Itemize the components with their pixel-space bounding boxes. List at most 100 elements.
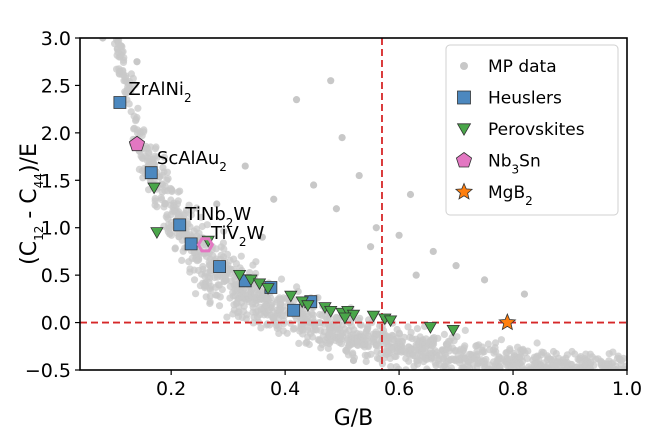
legend: MP data Heuslers Perovskites Nb3Sn MgB2	[445, 44, 619, 216]
mp-data-point	[325, 329, 333, 338]
mp-data-point	[472, 342, 480, 350]
mp-data-point	[264, 311, 272, 319]
compound-annotation: TiV2W	[210, 223, 264, 249]
mp-data-point	[478, 343, 486, 351]
mp-data-point	[164, 228, 172, 236]
legend-marker	[457, 90, 471, 105]
mp-data-point	[223, 250, 232, 258]
mp-data-point	[182, 206, 191, 214]
perovskites-point	[338, 312, 352, 325]
mp-data-point	[269, 313, 277, 321]
mp-data-point	[215, 302, 224, 310]
mp-data-point	[464, 361, 472, 369]
mp-data-point	[353, 338, 361, 346]
mp-data-point	[514, 368, 522, 370]
mp-data-point	[270, 195, 278, 203]
mp-data-point	[232, 280, 240, 288]
mp-data-point	[216, 293, 224, 301]
mp-data-point	[505, 355, 513, 363]
mp-data-point	[412, 341, 420, 349]
mp-data-point	[576, 370, 583, 377]
mp-data-point	[192, 290, 200, 298]
mp-data-point	[178, 256, 186, 264]
mp-data-point	[473, 350, 481, 358]
mp-data-point	[269, 308, 277, 316]
mp-data-point	[157, 194, 165, 202]
compound-annotation: ZrAlNi2	[128, 79, 191, 105]
mp-data-point	[167, 184, 175, 193]
mp-data-point	[422, 355, 430, 363]
mp-data-point	[126, 77, 134, 86]
mp-data-point	[186, 231, 194, 239]
mp-data-point	[530, 353, 539, 361]
mp-data-point	[326, 353, 334, 361]
mp-data-point	[427, 346, 435, 354]
mp-data-point	[99, 38, 107, 42]
mp-data-point	[309, 311, 317, 319]
axis-ticks: 0.2 0.4 0.6 0.8 1.0 −0.5 0.0 0.5 1.0 1.5 2.0 2.5 3.0	[25, 28, 642, 400]
mp-data-point	[127, 70, 135, 78]
mp-data-point	[497, 336, 505, 344]
mp-data-point	[549, 347, 558, 356]
mp-data-point	[458, 364, 466, 370]
mp-data-point	[212, 283, 220, 291]
x-tick-label: 0.4	[270, 378, 300, 400]
mp-data-point	[451, 357, 460, 365]
y-tick-label: 2.0	[41, 123, 71, 145]
mp-data-point	[246, 269, 254, 277]
mp-data-point	[380, 340, 388, 348]
mp-data-point	[240, 302, 248, 310]
mp-data-point	[372, 224, 380, 232]
mp-data-point	[276, 300, 284, 308]
heuslers-point	[144, 166, 158, 180]
nb3sn-point	[128, 135, 146, 152]
mp-data-point	[523, 354, 531, 363]
mp-data-point	[410, 362, 418, 370]
mp-data-point	[201, 272, 209, 280]
mp-data-point	[426, 337, 434, 345]
mp-data-point	[338, 134, 346, 142]
mp-data-point	[127, 108, 135, 116]
mgb2-point	[498, 313, 517, 331]
mp-data-point	[392, 363, 400, 370]
mp-data-point	[242, 315, 250, 323]
mp-data-point	[149, 160, 157, 168]
mp-data-point	[253, 313, 262, 321]
mp-data-point	[364, 342, 372, 350]
perovskites-point	[446, 324, 460, 337]
mp-data-point	[153, 153, 161, 161]
y-tick-label: 1.5	[41, 170, 71, 192]
mp-data-point	[221, 274, 229, 282]
mp-data-point	[293, 283, 301, 291]
heuslers-point	[184, 237, 198, 251]
mp-data-point	[446, 367, 454, 370]
mp-data-point	[171, 244, 179, 252]
mp-data-point	[593, 370, 600, 377]
mp-data-point	[249, 261, 257, 269]
compound-annotation: ScAlAu2	[157, 148, 227, 174]
mp-data-point	[520, 290, 529, 298]
mp-data-point	[327, 77, 335, 85]
mp-data-point	[257, 324, 265, 332]
mp-data-point	[369, 335, 377, 344]
mp-data-point	[185, 258, 193, 266]
mp-data-point	[553, 358, 561, 366]
mp-data-point	[205, 278, 213, 286]
mp-data-point	[295, 339, 303, 347]
legend-label: MP data	[488, 57, 557, 77]
x-tick-label: 0.8	[498, 378, 528, 400]
mp-data-point	[484, 340, 492, 348]
mp-data-point	[194, 266, 202, 275]
heuslers-point	[113, 96, 127, 109]
mp-data-point	[362, 327, 370, 335]
mp-data-point	[606, 371, 613, 378]
mp-data-point	[217, 251, 225, 259]
mp-data-point	[114, 48, 122, 56]
mp-data-point	[452, 262, 460, 270]
mp-data-point	[256, 293, 264, 301]
mp-data-point	[160, 153, 168, 161]
x-tick-label: 0.6	[384, 378, 414, 400]
mp-data-point	[277, 275, 286, 283]
mp-data-point	[519, 345, 527, 353]
mp-data-point	[135, 165, 143, 173]
